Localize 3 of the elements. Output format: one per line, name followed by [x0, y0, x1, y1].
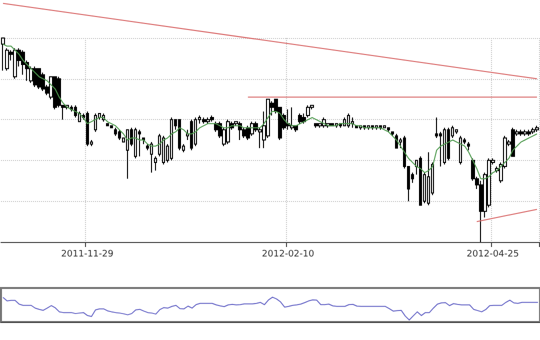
x-tick-label: 2012-04-25 — [466, 250, 519, 260]
x-tick-label: 2012-02-10 — [262, 250, 314, 260]
x-tick-label: 2011-11-29 — [61, 250, 114, 260]
